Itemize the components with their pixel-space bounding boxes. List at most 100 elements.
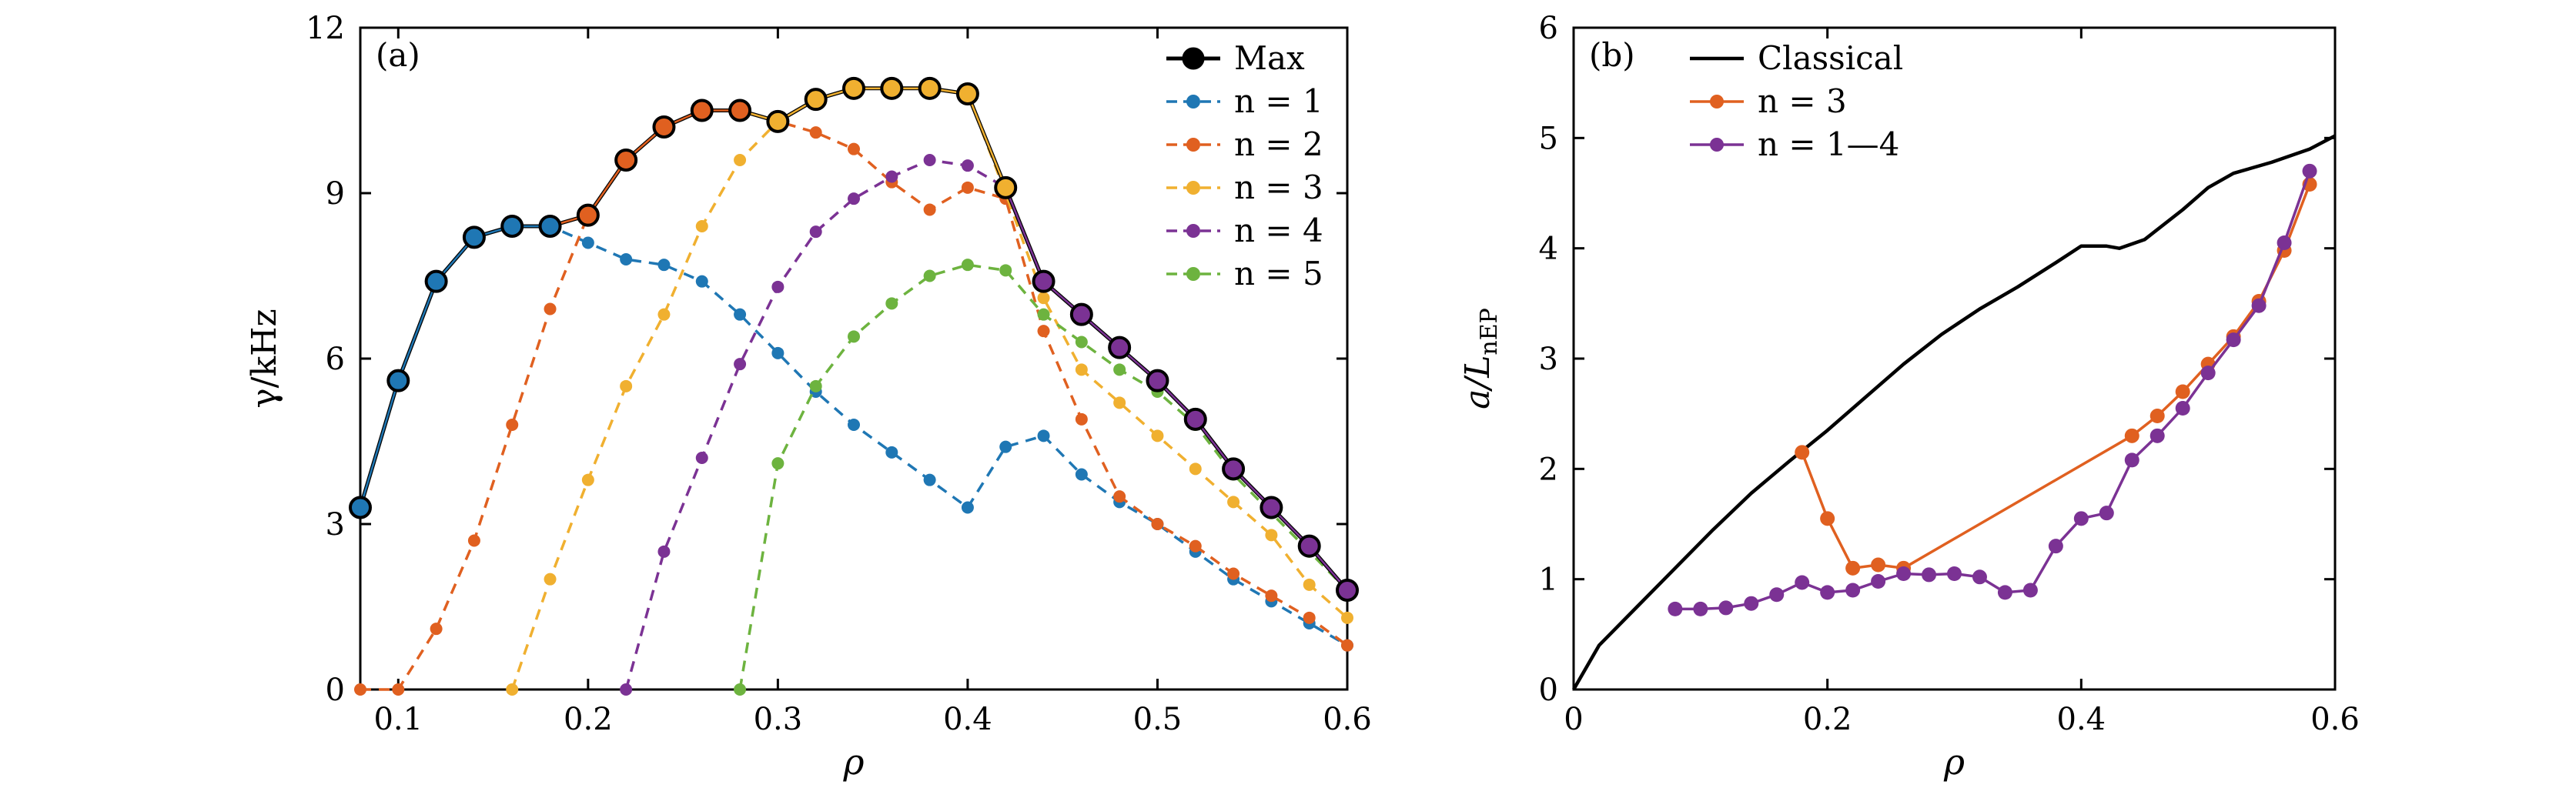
legend-item-n-1-4: n = 1—4 xyxy=(1690,125,1899,163)
panel-b-y-tick-label: 2 xyxy=(1539,452,1558,487)
data-point-n-1-4 xyxy=(1845,583,1861,598)
panel-b-y-tick-label: 3 xyxy=(1539,342,1558,377)
data-point-n-1 xyxy=(695,275,708,288)
data-point-n-1-4 xyxy=(1896,566,1912,581)
panel-a-x-tick-label: 0.1 xyxy=(373,702,423,737)
data-point-n-5 xyxy=(809,379,822,392)
series-line-n-3 xyxy=(510,87,1349,690)
data-point-n-1-4 xyxy=(2277,235,2292,250)
data-point-n-1-4 xyxy=(2022,583,2038,598)
data-point-n-4 xyxy=(695,452,708,464)
data-point-max xyxy=(538,215,562,238)
data-point-n-1-4 xyxy=(2302,163,2317,179)
data-point-n-2 xyxy=(1151,518,1164,530)
panel-b-x-tick-label: 0.2 xyxy=(1803,702,1852,737)
panel-a-x-tick-label: 0.2 xyxy=(564,702,613,737)
data-point-n-3 xyxy=(1845,560,1861,576)
panel-b-y-tick-label: 4 xyxy=(1539,232,1558,267)
data-point-max xyxy=(766,109,790,133)
legend-item-n-1: n = 1 xyxy=(1166,82,1323,120)
data-point-n-3 xyxy=(695,220,708,232)
legend-label: n = 1 xyxy=(1234,82,1323,120)
data-point-max xyxy=(1297,534,1321,558)
data-point-n-2 xyxy=(923,203,936,216)
data-point-n-5 xyxy=(1113,363,1126,376)
data-point-max xyxy=(955,82,979,105)
data-point-n-1 xyxy=(581,236,594,249)
data-point-n-1-4 xyxy=(2200,366,2216,381)
panel-b-y-tick-label: 5 xyxy=(1539,121,1558,156)
data-point-n-5 xyxy=(885,297,898,310)
data-point-n-1-4 xyxy=(1871,574,1886,589)
panel-b-series-classical xyxy=(1572,134,2337,691)
data-point-n-5 xyxy=(961,259,974,272)
data-point-n-1-4 xyxy=(1744,596,1759,611)
data-point-max xyxy=(1069,302,1093,326)
data-point-n-1-4 xyxy=(2149,428,2165,443)
data-point-max xyxy=(462,225,486,249)
data-point-max xyxy=(1183,407,1207,431)
panel-b-axes-frame xyxy=(1572,26,2337,691)
panel-b-y-tick-label: 6 xyxy=(1539,11,1558,46)
legend-label: n = 3 xyxy=(1234,169,1323,206)
data-point-n-3 xyxy=(1151,429,1164,442)
data-point-n-1-4 xyxy=(1922,567,1937,583)
data-point-n-3 xyxy=(620,379,633,392)
panel-b-x-tick-label: 0.4 xyxy=(2057,702,2106,737)
data-point-n-4 xyxy=(657,545,671,558)
data-point-max xyxy=(386,369,410,392)
data-point-n-1-4 xyxy=(1947,566,1962,581)
data-point-max xyxy=(1108,336,1132,359)
legend-item-n-5: n = 5 xyxy=(1166,255,1323,292)
data-point-n-2 xyxy=(354,683,366,696)
legend-swatch-marker xyxy=(1186,138,1200,152)
data-point-n-1-4 xyxy=(2048,539,2063,554)
data-point-n-2 xyxy=(1113,490,1126,503)
data-point-n-2 xyxy=(392,683,405,696)
data-point-n-3 xyxy=(657,308,671,321)
panel-b-label: (b) xyxy=(1589,36,1635,74)
legend-label: n = 3 xyxy=(1758,82,1847,120)
legend-item-n-3: n = 3 xyxy=(1690,82,1847,120)
data-point-n-1 xyxy=(657,259,671,272)
data-point-n-2 xyxy=(430,623,443,636)
series-line-segment-max xyxy=(397,281,437,382)
panel-b-series-n-3 xyxy=(1795,177,2317,576)
data-point-n-2 xyxy=(961,181,974,194)
data-point-n-1-4 xyxy=(1997,585,2012,600)
data-point-n-4 xyxy=(734,358,747,371)
panel-b-y-axis-label-main: a/L xyxy=(1458,356,1497,409)
data-point-max xyxy=(1336,579,1359,602)
data-point-n-5 xyxy=(848,330,860,343)
data-point-max xyxy=(918,76,942,100)
data-point-n-1 xyxy=(885,446,898,459)
panel-a-x-tick-label: 0.4 xyxy=(943,702,992,737)
series-line-n-2 xyxy=(360,109,1349,691)
data-point-n-5 xyxy=(734,683,747,696)
series-line-n-3 xyxy=(1801,183,2311,570)
legend-item-n-2: n = 2 xyxy=(1166,125,1323,163)
series-line-segment-max xyxy=(359,380,400,508)
data-point-n-2 xyxy=(1227,567,1240,580)
data-point-n-2 xyxy=(544,302,557,316)
data-point-n-4 xyxy=(771,280,785,293)
series-line-segment-max xyxy=(1005,187,1045,282)
panel-a-x-tick-label: 0.3 xyxy=(754,702,803,737)
data-point-max xyxy=(880,76,904,100)
panel-b-ticks: 0 0.2 0.4 0.6 0 1 2 3 4 5 6 xyxy=(1539,11,2360,737)
data-point-n-2 xyxy=(809,126,822,139)
data-point-n-3 xyxy=(581,473,594,486)
data-point-n-1-4 xyxy=(2251,298,2267,313)
panel-a-y-tick-label: 0 xyxy=(326,673,345,708)
panel-b-plot-area xyxy=(1572,134,2337,691)
legend-label: Classical xyxy=(1758,39,1903,77)
data-point-n-3 xyxy=(1113,396,1126,409)
data-point-n-3 xyxy=(1341,611,1353,624)
data-point-n-2 xyxy=(1341,639,1353,652)
legend-swatch-marker xyxy=(1186,181,1200,195)
panel-b-legend: Classical n = 3 n = 1—4 xyxy=(1690,39,1903,163)
series-line-n-1-4 xyxy=(1674,170,2311,611)
legend-swatch-marker xyxy=(1182,47,1205,70)
data-point-n-5 xyxy=(1075,336,1088,349)
panel-b-chart: (b) a/LnEP ρ 0 0.2 0.4 0.6 0 1 2 3 4 5 6 Classical… xyxy=(1458,11,2360,783)
